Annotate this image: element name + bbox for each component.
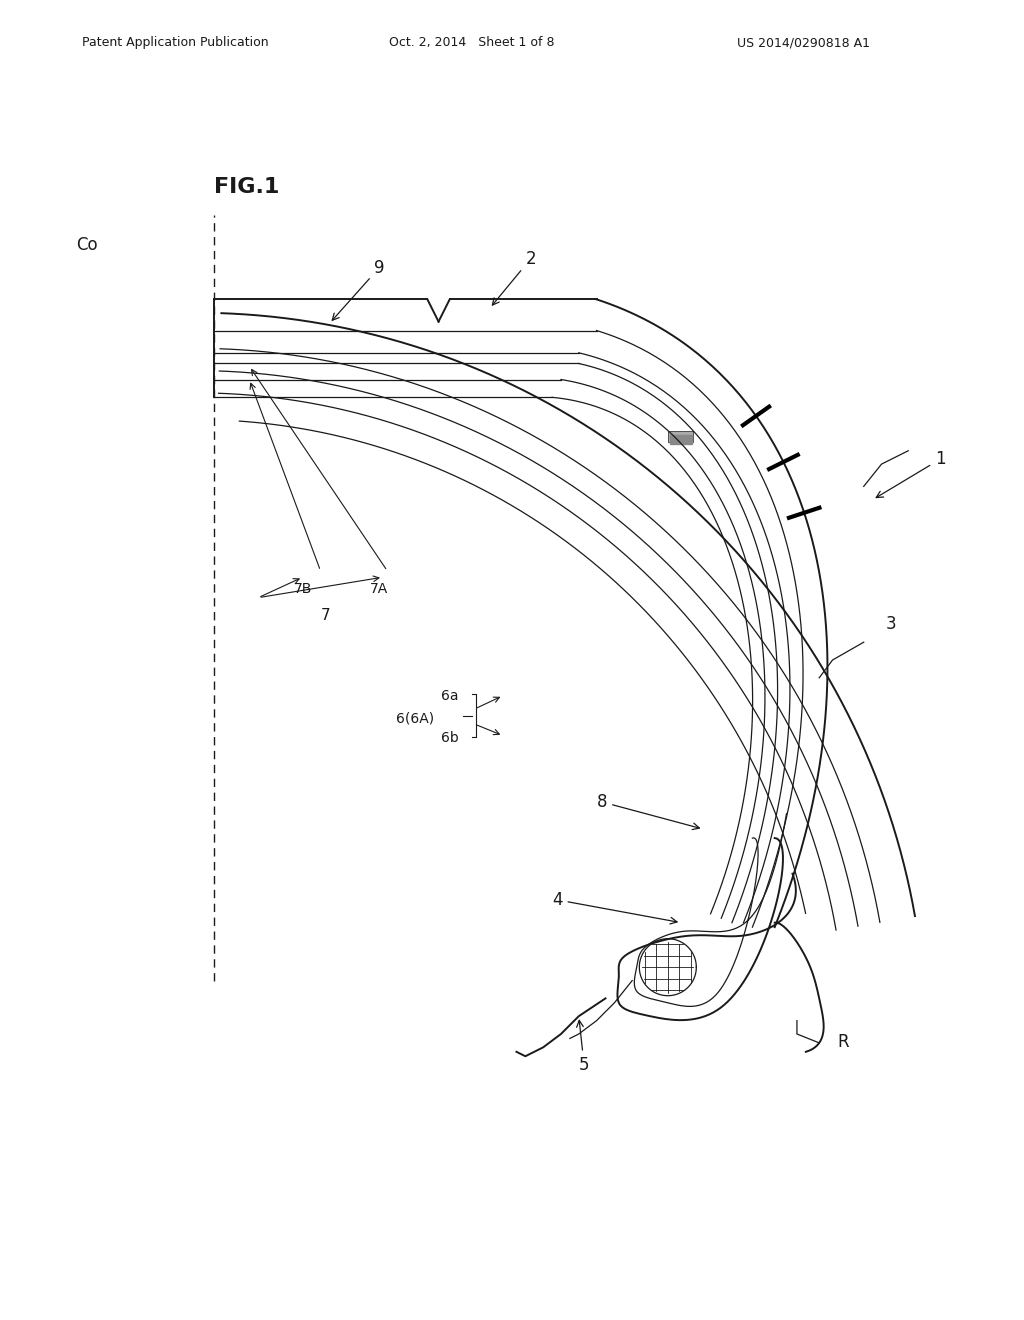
Text: 7: 7 <box>321 609 330 623</box>
Text: 6(6A): 6(6A) <box>396 711 434 725</box>
Text: Oct. 2, 2014   Sheet 1 of 8: Oct. 2, 2014 Sheet 1 of 8 <box>389 36 555 49</box>
Bar <box>670 434 692 444</box>
Text: 6b: 6b <box>440 731 459 744</box>
Text: Patent Application Publication: Patent Application Publication <box>82 36 268 49</box>
Text: 8: 8 <box>597 793 699 829</box>
Text: 9: 9 <box>332 259 384 321</box>
Text: 4: 4 <box>552 891 677 924</box>
Text: FIG.1: FIG.1 <box>214 177 280 197</box>
Text: 2: 2 <box>493 249 536 305</box>
Text: 1: 1 <box>877 450 945 498</box>
Text: 5: 5 <box>577 1020 589 1073</box>
Text: 7A: 7A <box>370 582 388 597</box>
Text: US 2014/0290818 A1: US 2014/0290818 A1 <box>737 36 870 49</box>
Text: R: R <box>837 1034 849 1051</box>
Text: 7B: 7B <box>294 582 312 597</box>
Text: Co: Co <box>76 236 97 255</box>
Text: 3: 3 <box>886 615 897 632</box>
FancyBboxPatch shape <box>668 432 693 442</box>
Text: 6a: 6a <box>440 689 459 704</box>
